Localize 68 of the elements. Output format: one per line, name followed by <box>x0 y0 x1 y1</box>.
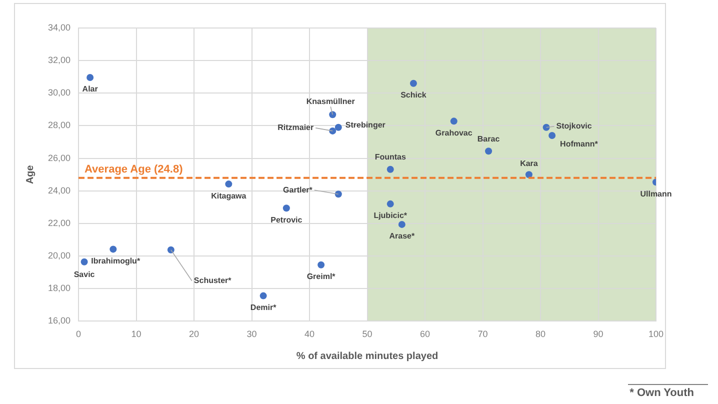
y-tick-label: 24,00 <box>48 185 71 196</box>
point <box>386 166 394 173</box>
point <box>282 204 290 212</box>
annotation: Demir* <box>250 302 278 312</box>
annotation: Gartler* <box>283 185 314 194</box>
annotation: Knasmüllner <box>306 96 355 106</box>
point <box>485 148 492 155</box>
point <box>86 74 94 82</box>
annotation: Stojkovic <box>556 122 592 131</box>
y-tick-label: 28,00 <box>48 120 71 130</box>
point <box>398 220 406 228</box>
point <box>260 292 267 300</box>
point <box>542 124 550 131</box>
y-axis-title: Age <box>24 164 36 184</box>
y-tick-label: 26,00 <box>48 152 71 163</box>
point <box>386 200 394 208</box>
point <box>80 258 88 266</box>
point <box>410 80 417 87</box>
annotation: Hofmann* <box>560 140 599 149</box>
annotation: Arase* <box>389 232 416 241</box>
y-tick-label: 18,00 <box>48 283 71 294</box>
annotation: Kitagawa <box>211 191 247 200</box>
y-tick-label: 30,00 <box>48 88 71 98</box>
x-tick-label: 50 <box>362 329 372 340</box>
y-tick-label: 32,00 <box>48 55 71 66</box>
x-axis-title: % of available minutes played <box>296 350 438 362</box>
annotation: Greiml* <box>306 272 336 282</box>
point <box>329 127 336 134</box>
y-tick-label: 22,00 <box>48 218 71 228</box>
annotation: Barac <box>477 134 500 144</box>
y-tick-label: 20,00 <box>48 250 71 261</box>
x-tick-label: 20 <box>189 329 200 340</box>
point <box>334 190 342 198</box>
point <box>329 111 336 118</box>
x-tick-label: 100 <box>648 329 664 340</box>
annotation: Strebinger <box>345 120 386 130</box>
x-tick-label: 40 <box>304 329 315 340</box>
x-tick-label: 70 <box>478 329 488 340</box>
point <box>167 246 174 254</box>
ref-line-label: Average Age (24.8) <box>84 163 184 176</box>
point <box>225 180 232 188</box>
annotation: Ullmann <box>640 189 672 198</box>
point <box>525 171 532 178</box>
annotation: Savic <box>74 270 96 280</box>
annotation: Alar <box>82 84 98 94</box>
annotation: Ibrahimoglu* <box>91 256 141 266</box>
annotation: Fountas <box>374 152 406 162</box>
annotation: Ljubicic* <box>374 211 408 220</box>
point <box>450 118 458 125</box>
x-tick-label: 10 <box>131 329 142 340</box>
text: * Own Youth <box>628 384 708 399</box>
y-tick-label: 16,00 <box>48 316 71 326</box>
annotation: Schuster* <box>194 276 232 286</box>
annotation: Petrovic <box>270 215 303 224</box>
x-tick-label: 80 <box>535 329 546 340</box>
annotation: Grahovac <box>435 128 473 138</box>
point <box>110 246 117 253</box>
annotation: Ritzmaier <box>278 123 314 132</box>
x-tick-label: 90 <box>593 329 604 340</box>
x-tick-label: 0 <box>76 329 82 340</box>
x-tick-label: 60 <box>420 329 430 340</box>
annotation: Schick <box>400 90 427 100</box>
y-tick-label: 34,00 <box>48 22 71 32</box>
point <box>334 124 342 131</box>
x-tick-label: 30 <box>246 329 257 340</box>
point <box>318 261 325 268</box>
annotation: Kara <box>520 158 538 168</box>
point <box>548 132 556 140</box>
